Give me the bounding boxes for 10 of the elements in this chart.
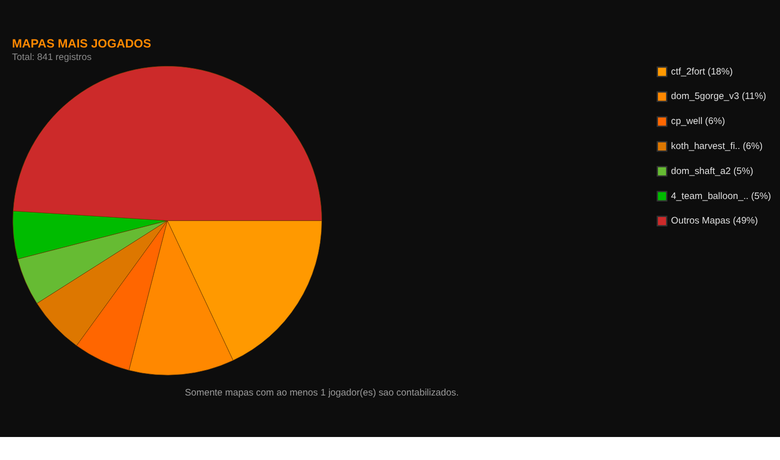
legend-label: dom_5gorge_v3 (11%) [671,90,766,102]
chart-title: MAPAS MAIS JOGADOS [12,36,152,50]
text: Somente mapas com ao menos 1 jogador(es) sao contabilizados. [184,386,459,398]
legend-label: dom_shaft_a2 (5%) [671,164,754,176]
legend-label: ctf_2fort (18%) [671,65,733,76]
legend-label: Outros Mapas (49%) [671,214,758,226]
legend-label: 4_team_balloon_.. (5%) [671,190,772,201]
text: Total: 841 registros [12,51,92,62]
legend-label: koth_harvest_fi.. (6%) [671,140,763,151]
legend-label: cp_well (6%) [671,115,725,126]
